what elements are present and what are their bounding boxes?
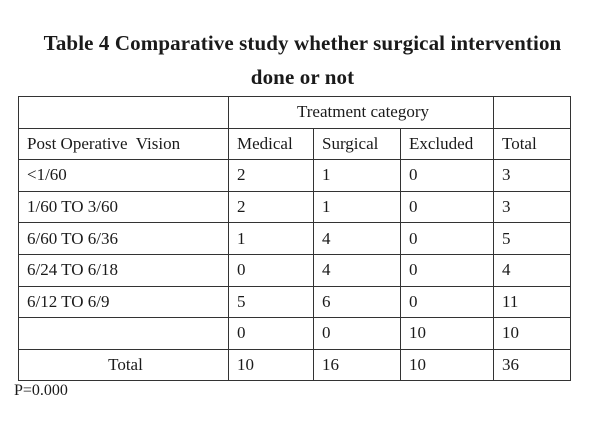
cell-surgical: 6: [313, 285, 401, 319]
table-title-line-1: Table 4 Comparative study whether surgic…: [43, 31, 562, 55]
data-table: Treatment category Post Operative Vision…: [18, 96, 571, 382]
cell-total: 3: [493, 190, 571, 224]
cell-total: 4: [493, 253, 571, 287]
p-value-footnote: P=0.000: [14, 382, 68, 399]
column-header-post-operative-vision: Post Operative Vision: [18, 127, 229, 161]
cell-total: 11: [493, 285, 571, 319]
cell-medical: 1: [228, 222, 314, 255]
column-header-row: Post Operative Vision Medical Surgical E…: [18, 127, 571, 161]
empty-corner-cell: [18, 96, 229, 129]
cell-total: 3: [493, 159, 571, 192]
column-header-total: Total: [493, 127, 571, 161]
treatment-category-header: Treatment category: [228, 96, 494, 129]
cell-excluded: 0: [400, 285, 494, 319]
cell-total: 5: [493, 222, 571, 255]
cell-excluded: 0: [400, 253, 494, 287]
table-title-line-2: done or not: [250, 65, 355, 89]
row-label: <1/60: [18, 159, 229, 192]
cell-surgical: 0: [313, 317, 401, 350]
cell-excluded: 0: [400, 222, 494, 255]
total-surgical: 16: [313, 348, 401, 382]
cell-surgical: 1: [313, 190, 401, 224]
cell-surgical: 4: [313, 253, 401, 287]
row-label: [18, 317, 229, 350]
cell-total: 10: [493, 317, 571, 350]
cell-surgical: 1: [313, 159, 401, 192]
column-header-surgical: Surgical: [313, 127, 401, 161]
table-row: 6/12 TO 6/9 5 6 0 11: [18, 285, 571, 319]
cell-surgical: 4: [313, 222, 401, 255]
total-medical: 10: [228, 348, 314, 382]
table-row: <1/60 2 1 0 3: [18, 159, 571, 192]
cell-excluded: 0: [400, 159, 494, 192]
column-header-excluded: Excluded: [400, 127, 494, 161]
cell-medical: 5: [228, 285, 314, 319]
table-row: 0 0 10 10: [18, 317, 571, 350]
cell-medical: 0: [228, 253, 314, 287]
empty-header-cell: [493, 96, 571, 129]
table-row: 1/60 TO 3/60 2 1 0 3: [18, 190, 571, 224]
total-row: Total 10 16 10 36: [18, 348, 571, 382]
grand-total: 36: [493, 348, 571, 382]
cell-excluded: 10: [400, 317, 494, 350]
cell-medical: 2: [228, 190, 314, 224]
table-row: 6/60 TO 6/36 1 4 0 5: [18, 222, 571, 255]
cell-medical: 0: [228, 317, 314, 350]
table-title: Table 4 Comparative study whether surgic…: [0, 26, 605, 94]
cell-medical: 2: [228, 159, 314, 192]
row-label: 6/12 TO 6/9: [18, 285, 229, 319]
row-label: 6/60 TO 6/36: [18, 222, 229, 255]
table-header-row-top: Treatment category: [18, 96, 571, 129]
table-row: 6/24 TO 6/18 0 4 0 4: [18, 253, 571, 287]
row-label: 1/60 TO 3/60: [18, 190, 229, 224]
row-label: 6/24 TO 6/18: [18, 253, 229, 287]
total-row-label: Total: [18, 348, 229, 382]
total-excluded: 10: [400, 348, 494, 382]
column-header-medical: Medical: [228, 127, 314, 161]
cell-excluded: 0: [400, 190, 494, 224]
